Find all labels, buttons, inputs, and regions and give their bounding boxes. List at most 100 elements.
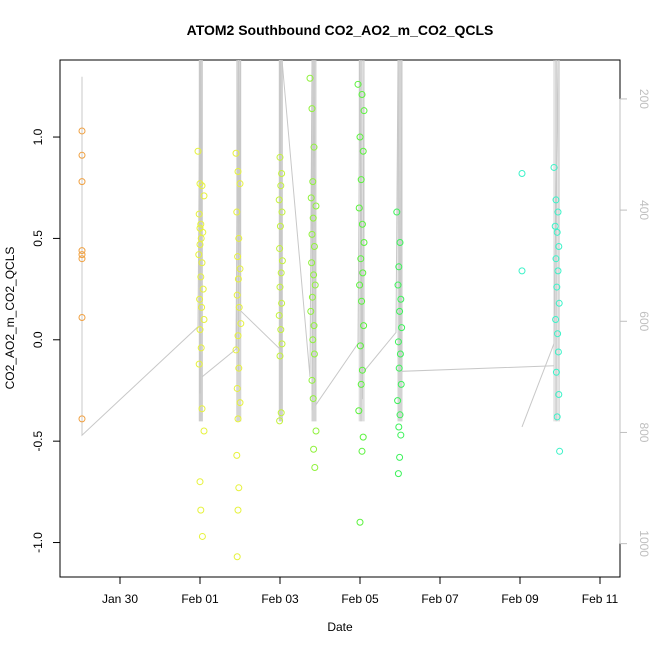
data-point (357, 255, 365, 263)
data-point (199, 285, 207, 293)
tracks-layer (81, 59, 560, 437)
data-point (396, 411, 404, 419)
data-point (396, 238, 404, 246)
data-point (195, 251, 203, 259)
data-point (276, 153, 284, 161)
x-axis-title: Date (327, 620, 353, 634)
data-point (236, 180, 244, 188)
data-point (78, 178, 86, 186)
data-point (310, 322, 318, 330)
data-point (278, 257, 286, 265)
data-point (234, 506, 242, 514)
data-point (312, 427, 320, 435)
data-point (200, 192, 208, 200)
data-point (354, 80, 362, 88)
data-point (194, 147, 202, 155)
data-point (359, 147, 367, 155)
data-point (550, 163, 558, 171)
data-point (278, 340, 286, 348)
data-point (555, 243, 563, 251)
right-tick-label: 400 (637, 200, 650, 220)
data-point (234, 332, 242, 340)
data-point (234, 275, 242, 283)
data-point (357, 176, 365, 184)
data-point (306, 74, 314, 82)
data-point (277, 269, 285, 277)
data-point (198, 303, 206, 311)
data-point (394, 470, 402, 478)
data-point (197, 220, 205, 228)
y-tick-label: 0.5 (31, 230, 45, 247)
data-point (312, 202, 320, 210)
data-point (358, 90, 366, 98)
data-point (355, 204, 363, 212)
data-point (235, 303, 243, 311)
plot-frame (59, 59, 621, 578)
data-point (360, 322, 368, 330)
data-point (552, 316, 560, 324)
data-point (394, 397, 402, 405)
data-point (554, 208, 562, 216)
data-point (311, 464, 319, 472)
data-point (356, 518, 364, 526)
data-point (233, 291, 241, 299)
data-point (276, 417, 284, 425)
data-point (307, 307, 315, 315)
data-point (196, 295, 204, 303)
data-point (395, 263, 403, 271)
right-tick-label: 1000 (637, 530, 650, 557)
data-point (309, 336, 317, 344)
data-point (308, 230, 316, 238)
data-point (356, 342, 364, 350)
data-point (359, 433, 367, 441)
data-point (237, 320, 245, 328)
data-point (393, 208, 401, 216)
data-point (78, 247, 86, 255)
data-point (397, 295, 405, 303)
data-point (278, 208, 286, 216)
data-point (236, 265, 244, 273)
data-point (235, 364, 243, 372)
data-point (356, 281, 364, 289)
data-point (233, 208, 241, 216)
data-point (278, 170, 286, 178)
data-point (232, 149, 240, 157)
x-axis: Jan 30 Feb 01 Feb 03 Feb 05 Feb 07 Feb 09 Feb … (102, 577, 619, 606)
x-tick-label: Feb 05 (341, 592, 379, 606)
y-tick-label: 1.0 (31, 128, 45, 145)
y-tick-label: -1.0 (31, 532, 45, 553)
data-point (309, 178, 317, 186)
data-point (310, 243, 318, 251)
data-point (518, 267, 526, 275)
data-point (276, 222, 284, 230)
data-point (78, 127, 86, 135)
y-tick-label: 0.0 (31, 331, 45, 348)
data-point (553, 228, 561, 236)
y-tick-label: -0.5 (31, 431, 45, 452)
data-point (195, 210, 203, 218)
data-point (395, 423, 403, 431)
data-point (78, 251, 86, 259)
data-point (555, 391, 563, 399)
data-point (78, 151, 86, 159)
data-point (309, 395, 317, 403)
data-point (234, 168, 242, 176)
data-point (276, 352, 284, 360)
data-point (278, 299, 286, 307)
data-point (78, 255, 86, 263)
data-point (196, 180, 204, 188)
x-tick-label: Feb 09 (501, 592, 539, 606)
data-point (397, 380, 405, 388)
data-point (198, 405, 206, 413)
data-point (234, 253, 242, 261)
data-point (196, 478, 204, 486)
data-point (234, 415, 242, 423)
data-point (309, 214, 317, 222)
data-point (235, 234, 243, 242)
data-point (397, 431, 405, 439)
data-point (198, 532, 206, 540)
data-point (359, 269, 367, 277)
data-point (553, 413, 561, 421)
data-point (358, 297, 366, 305)
data-point (197, 273, 205, 281)
